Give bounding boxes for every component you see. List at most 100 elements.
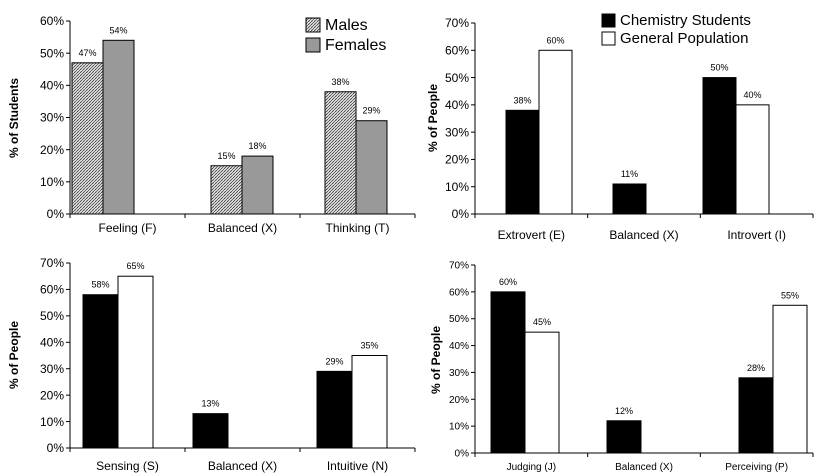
y-tick-label: 0% — [452, 207, 470, 221]
chart-panel-3: 0% 10% 20% 30% 40% 50% 60% 70% % of People Sensin… — [7, 256, 416, 473]
bar-data-label: 29% — [362, 106, 380, 116]
chart-panel-2: 0% 10% 20% 30% 40% 50% 60% 70% % of People Extrov… — [426, 16, 814, 242]
bar-series-1 — [490, 291, 526, 454]
y-tick-label: 70% — [445, 16, 469, 30]
bar-series-2 — [538, 49, 573, 215]
chart-panel-4: 0% 10% 20% 30% 40% 50% 60% 70% % of People Judgin… — [429, 261, 814, 473]
y-tick-label: 30% — [449, 368, 469, 379]
y-tick-label: 50% — [445, 71, 469, 85]
bar-data-label: 29% — [325, 356, 343, 366]
y-tick-label: 10% — [449, 422, 469, 433]
bar-series-2 — [355, 120, 388, 215]
legend-swatch — [601, 13, 616, 28]
bar-data-label: 47% — [78, 48, 96, 58]
bar-data-label: 18% — [248, 141, 266, 151]
bar-data-label: 45% — [533, 317, 551, 327]
bar-series-1 — [82, 294, 119, 449]
y-tick-label: 50% — [40, 46, 64, 60]
x-category-label: Thinking (T) — [325, 221, 389, 235]
legend-label: General Population — [620, 30, 748, 47]
x-category-label: Balanced (X) — [615, 462, 673, 473]
bar-data-label: 60% — [546, 35, 564, 45]
legend-label: Females — [325, 37, 386, 54]
bar-series-2 — [241, 155, 274, 215]
x-category-label: Balanced (X) — [208, 221, 277, 235]
bar-series-1 — [324, 91, 357, 215]
x-category-label: Sensing (S) — [96, 459, 159, 473]
legend-label: Males — [325, 17, 368, 34]
y-tick-label: 20% — [445, 153, 469, 167]
bar-data-label: 65% — [126, 261, 144, 271]
y-tick-label: 70% — [449, 261, 469, 272]
bar-data-label: 35% — [360, 341, 378, 351]
bar-series-1 — [612, 183, 647, 215]
bar-data-label: 38% — [513, 95, 531, 105]
bar-data-label: 12% — [615, 406, 633, 416]
y-tick-label: 40% — [449, 341, 469, 352]
y-tick-label: 60% — [445, 43, 469, 57]
y-tick-label: 10% — [40, 415, 64, 429]
bar-series-1 — [210, 165, 243, 215]
y-tick-label: 0% — [47, 441, 65, 455]
bar-data-label: 15% — [217, 151, 235, 161]
chart-panel-1: 0% 10% 20% 30% 40% 50% 60% % of Students Feeling… — [7, 14, 416, 235]
bar-data-label: 55% — [781, 290, 799, 300]
y-tick-label: 30% — [40, 362, 64, 376]
x-category-label: Introvert (I) — [727, 228, 786, 242]
y-tick-label: 20% — [449, 395, 469, 406]
legend-swatch — [601, 31, 616, 46]
y-tick-label: 30% — [445, 125, 469, 139]
bar-series-1 — [505, 109, 540, 215]
bar-data-label: 50% — [710, 63, 728, 73]
bar-series-1 — [606, 420, 642, 454]
bar-series-1 — [702, 77, 737, 215]
bar-data-label: 13% — [201, 399, 219, 409]
y-tick-label: 40% — [40, 79, 64, 93]
y-axis-title: % of People — [426, 84, 440, 152]
y-axis-title: % of People — [7, 321, 21, 389]
bar-data-label: 28% — [747, 363, 765, 373]
bar-series-2 — [102, 39, 135, 215]
y-tick-label: 50% — [40, 309, 64, 323]
y-axis-title: % of Students — [7, 78, 21, 158]
y-tick-label: 10% — [40, 175, 64, 189]
bar-series-2 — [351, 355, 388, 449]
x-category-label: Judging (J) — [507, 462, 556, 473]
bar-series-1 — [192, 413, 229, 449]
legend-swatch — [305, 17, 321, 33]
y-tick-label: 20% — [40, 143, 64, 157]
bar-series-2 — [735, 104, 770, 215]
x-category-label: Intuitive (N) — [327, 459, 388, 473]
x-category-label: Balanced (X) — [609, 228, 678, 242]
y-tick-label: 30% — [40, 111, 64, 125]
y-tick-label: 60% — [40, 283, 64, 297]
bar-data-label: 40% — [743, 90, 761, 100]
x-category-label: Feeling (F) — [98, 221, 156, 235]
bar-series-1 — [316, 370, 353, 449]
bar-series-2 — [524, 331, 560, 454]
bar-data-label: 60% — [499, 277, 517, 287]
y-tick-label: 40% — [445, 98, 469, 112]
chart-legend-1: Males Females — [305, 17, 386, 54]
y-tick-label: 0% — [455, 449, 470, 460]
legend-swatch — [305, 37, 321, 53]
x-category-label: Balanced (X) — [208, 459, 277, 473]
y-tick-label: 20% — [40, 388, 64, 402]
y-axis-title: % of People — [429, 326, 443, 394]
bar-series-2 — [772, 304, 808, 454]
bar-series-2 — [117, 275, 154, 449]
y-tick-label: 40% — [40, 335, 64, 349]
legend-label: Chemistry Students — [620, 12, 751, 29]
bar-data-label: 38% — [331, 77, 349, 87]
y-tick-label: 60% — [449, 287, 469, 298]
bar-data-label: 11% — [621, 169, 638, 179]
bar-data-label: 54% — [109, 25, 127, 35]
bar-series-1 — [738, 377, 774, 454]
bar-series-1 — [71, 62, 104, 215]
bar-data-label: 58% — [91, 280, 109, 290]
y-tick-label: 0% — [47, 207, 65, 221]
x-category-label: Extrovert (E) — [498, 228, 565, 242]
x-category-label: Perceiving (P) — [725, 462, 788, 473]
